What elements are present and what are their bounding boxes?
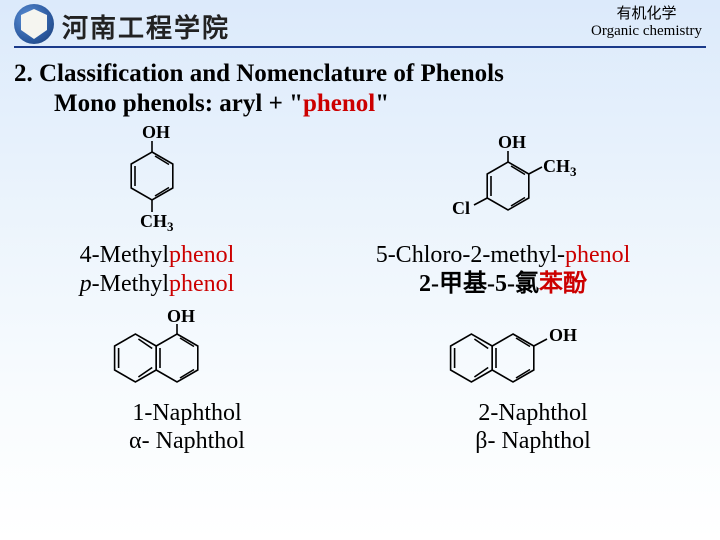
structure-2: OH CH3 Cl	[418, 134, 608, 239]
mol2-ch3: CH3	[543, 156, 577, 179]
mol2-name1: 5-Chloro-2-methyl-phenol	[313, 241, 693, 270]
mol1-ch3: CH3	[140, 211, 174, 234]
mol3-name1: 1-Naphthol	[57, 399, 317, 428]
mol3-svg: OH	[107, 309, 257, 397]
mol1-name1: 4-Methylphenol	[27, 241, 287, 270]
mol3-labels: 1-Naphthol α- Naphthol	[57, 399, 317, 457]
mol4-svg: OH	[443, 309, 613, 397]
mol3-oh: OH	[167, 309, 195, 326]
institution-logo	[14, 4, 54, 44]
label-row-2: 1-Naphthol α- Naphthol 2-Naphthol β- Nap…	[14, 399, 706, 457]
mol2-cl: Cl	[452, 198, 470, 218]
mol1-svg: OH CH3	[112, 124, 222, 239]
label-row-1: 4-Methylphenol p-Methylphenol 5-Chloro-2…	[14, 241, 706, 299]
mol4-labels: 2-Naphthol β- Naphthol	[403, 399, 663, 457]
course-title-en: Organic chemistry	[591, 23, 702, 40]
structure-row-2: OH	[14, 309, 706, 397]
mol1-labels: 4-Methylphenol p-Methylphenol	[27, 241, 287, 299]
mol2-oh: OH	[498, 134, 526, 152]
course-title-block: 有机化学 Organic chemistry	[591, 6, 702, 41]
logo-shield-icon	[21, 9, 47, 39]
structure-row-1: OH CH3 OH	[14, 124, 706, 239]
mol2-name2: 2-甲基-5-氯苯酚	[313, 270, 693, 299]
course-title-cn: 有机化学	[591, 6, 702, 23]
subtitle-prefix: Mono phenols: aryl + "	[54, 90, 303, 117]
structure-1: OH CH3	[112, 124, 222, 239]
subtitle-suffix: "	[375, 90, 389, 117]
slide-content: 2. Classification and Nomenclature of Ph…	[0, 50, 720, 456]
institution-name: 河南工程学院	[62, 8, 230, 45]
mol4-oh: OH	[549, 325, 577, 345]
mol3-name2: α- Naphthol	[57, 427, 317, 456]
mol1-oh: OH	[142, 124, 170, 142]
mol1-name2: p-Methylphenol	[27, 270, 287, 299]
structure-3: OH	[107, 309, 257, 397]
mol2-labels: 5-Chloro-2-methyl-phenol 2-甲基-5-氯苯酚	[313, 241, 693, 299]
mol4-name1: 2-Naphthol	[403, 399, 663, 428]
mol2-svg: OH CH3 Cl	[418, 134, 608, 239]
section-subtitle: Mono phenols: aryl + "phenol"	[54, 90, 706, 118]
header-divider	[14, 46, 706, 48]
structure-4: OH	[443, 309, 613, 397]
section-title: 2. Classification and Nomenclature of Ph…	[14, 60, 706, 88]
subtitle-red: phenol	[303, 90, 375, 117]
slide-header: 河南工程学院 有机化学 Organic chemistry	[0, 0, 720, 50]
mol4-name2: β- Naphthol	[403, 427, 663, 456]
